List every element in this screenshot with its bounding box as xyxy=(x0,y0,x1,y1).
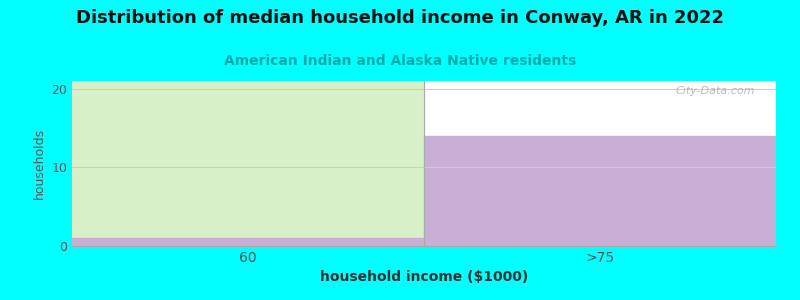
Bar xyxy=(72,238,424,246)
Y-axis label: households: households xyxy=(33,128,46,199)
Text: American Indian and Alaska Native residents: American Indian and Alaska Native reside… xyxy=(224,54,576,68)
Bar xyxy=(424,136,776,246)
Text: City-Data.com: City-Data.com xyxy=(675,86,755,96)
Bar xyxy=(72,81,424,246)
X-axis label: household income ($1000): household income ($1000) xyxy=(320,270,528,284)
Text: Distribution of median household income in Conway, AR in 2022: Distribution of median household income … xyxy=(76,9,724,27)
